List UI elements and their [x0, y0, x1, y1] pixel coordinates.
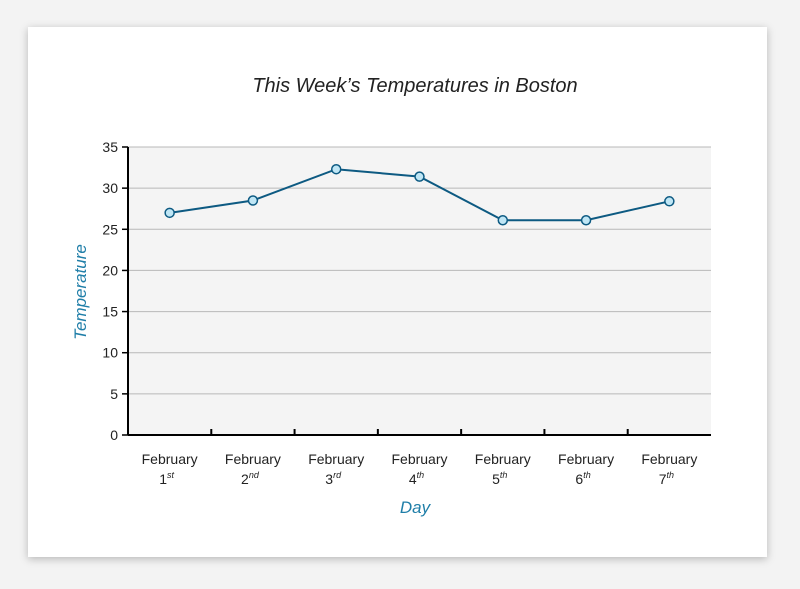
data-point — [580, 214, 592, 226]
data-point — [247, 195, 259, 206]
y-tick-label: 15 — [102, 304, 118, 320]
y-tick-label: 0 — [110, 427, 118, 443]
x-tick-day: 7th — [659, 470, 674, 487]
x-tick-day: 1st — [159, 470, 174, 487]
y-axis-label: Temperature — [71, 244, 90, 340]
y-tick-label: 20 — [102, 262, 118, 278]
data-point — [330, 163, 342, 175]
chart-title: This Week’s Temperatures in Boston — [252, 75, 577, 97]
data-point — [164, 207, 175, 219]
plot-background — [128, 147, 711, 435]
x-tick-day: 6th — [575, 470, 590, 487]
y-tick-label: 10 — [102, 345, 118, 361]
x-tick-label: February — [391, 451, 447, 467]
x-tick-label: February — [558, 451, 614, 467]
y-tick-label: 35 — [102, 139, 118, 155]
x-tick-label: February — [142, 451, 198, 467]
x-axis-label: Day — [400, 498, 432, 517]
x-tick-label: February — [308, 451, 364, 467]
x-tick-label: February — [225, 451, 281, 467]
plot-area: 0 5 10 15 20 25 30 35 February 1st February 2nd Febr… — [102, 139, 711, 487]
data-point — [664, 196, 675, 207]
x-tick-day: 2nd — [241, 470, 260, 487]
data-point — [497, 214, 509, 226]
x-tick-label: February — [475, 451, 531, 467]
x-tick-day: 3rd — [325, 470, 342, 487]
x-tick-day: 4th — [409, 470, 424, 487]
y-tick-label: 30 — [102, 180, 118, 196]
y-tick-label: 5 — [110, 386, 118, 402]
x-tick-day: 5th — [492, 470, 507, 487]
x-tick-label: February — [641, 451, 697, 467]
y-tick-label: 25 — [102, 221, 118, 237]
data-point — [414, 171, 425, 182]
